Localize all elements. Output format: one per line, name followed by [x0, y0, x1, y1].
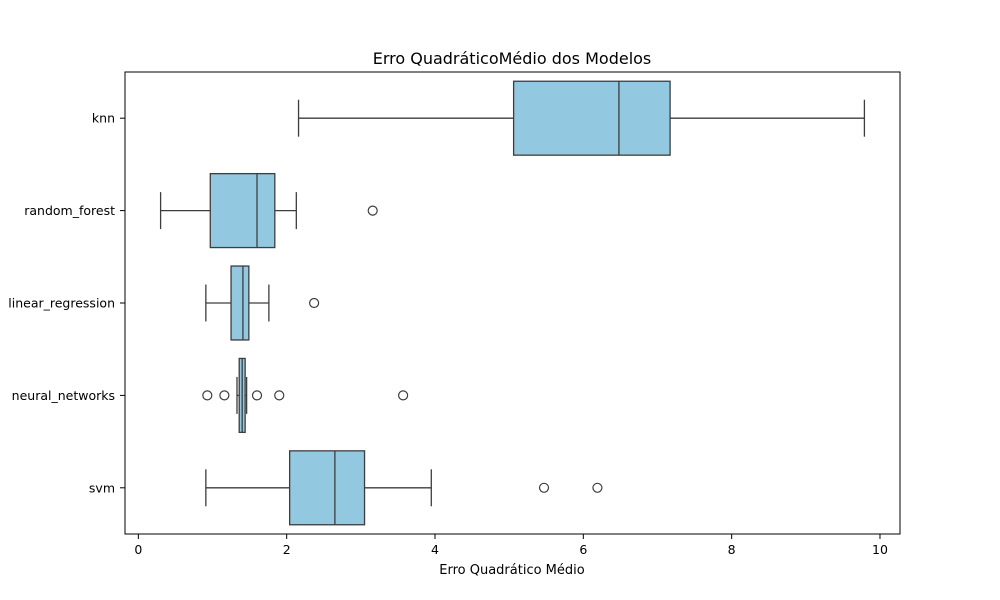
- x-tick-label: 2: [283, 542, 291, 557]
- outlier-point: [592, 482, 603, 493]
- box-iqr: [230, 265, 250, 341]
- x-tick-label: 10: [872, 542, 888, 557]
- outlier-point: [202, 390, 213, 401]
- chart-title: Erro QuadráticoMédio dos Modelos: [373, 49, 652, 68]
- y-tick-label: svm: [89, 480, 115, 495]
- plot-area: 0 2 4 6 8 10 knn random_forest linear_regression…: [8, 71, 901, 557]
- x-tick-label: 8: [728, 542, 736, 557]
- box-iqr: [512, 80, 671, 156]
- outlier-point: [398, 390, 409, 401]
- x-tick-label: 0: [134, 542, 142, 557]
- outlier-point: [367, 205, 378, 216]
- y-tick-label: knn: [92, 111, 115, 126]
- box-iqr: [209, 172, 276, 249]
- x-axis-label: Erro Quadrático Médio: [439, 563, 584, 578]
- x-tick-label: 4: [431, 542, 439, 557]
- y-tick-label: random_forest: [24, 203, 115, 218]
- outlier-point: [274, 390, 285, 401]
- outlier-point: [219, 390, 230, 401]
- y-tick-label: linear_regression: [8, 296, 115, 311]
- y-tick-label: neural_networks: [12, 388, 115, 403]
- outlier-point: [538, 482, 550, 493]
- x-tick-label: 6: [579, 542, 587, 557]
- outlier-point: [251, 390, 263, 401]
- box-iqr: [288, 450, 366, 526]
- outlier-point: [309, 297, 320, 309]
